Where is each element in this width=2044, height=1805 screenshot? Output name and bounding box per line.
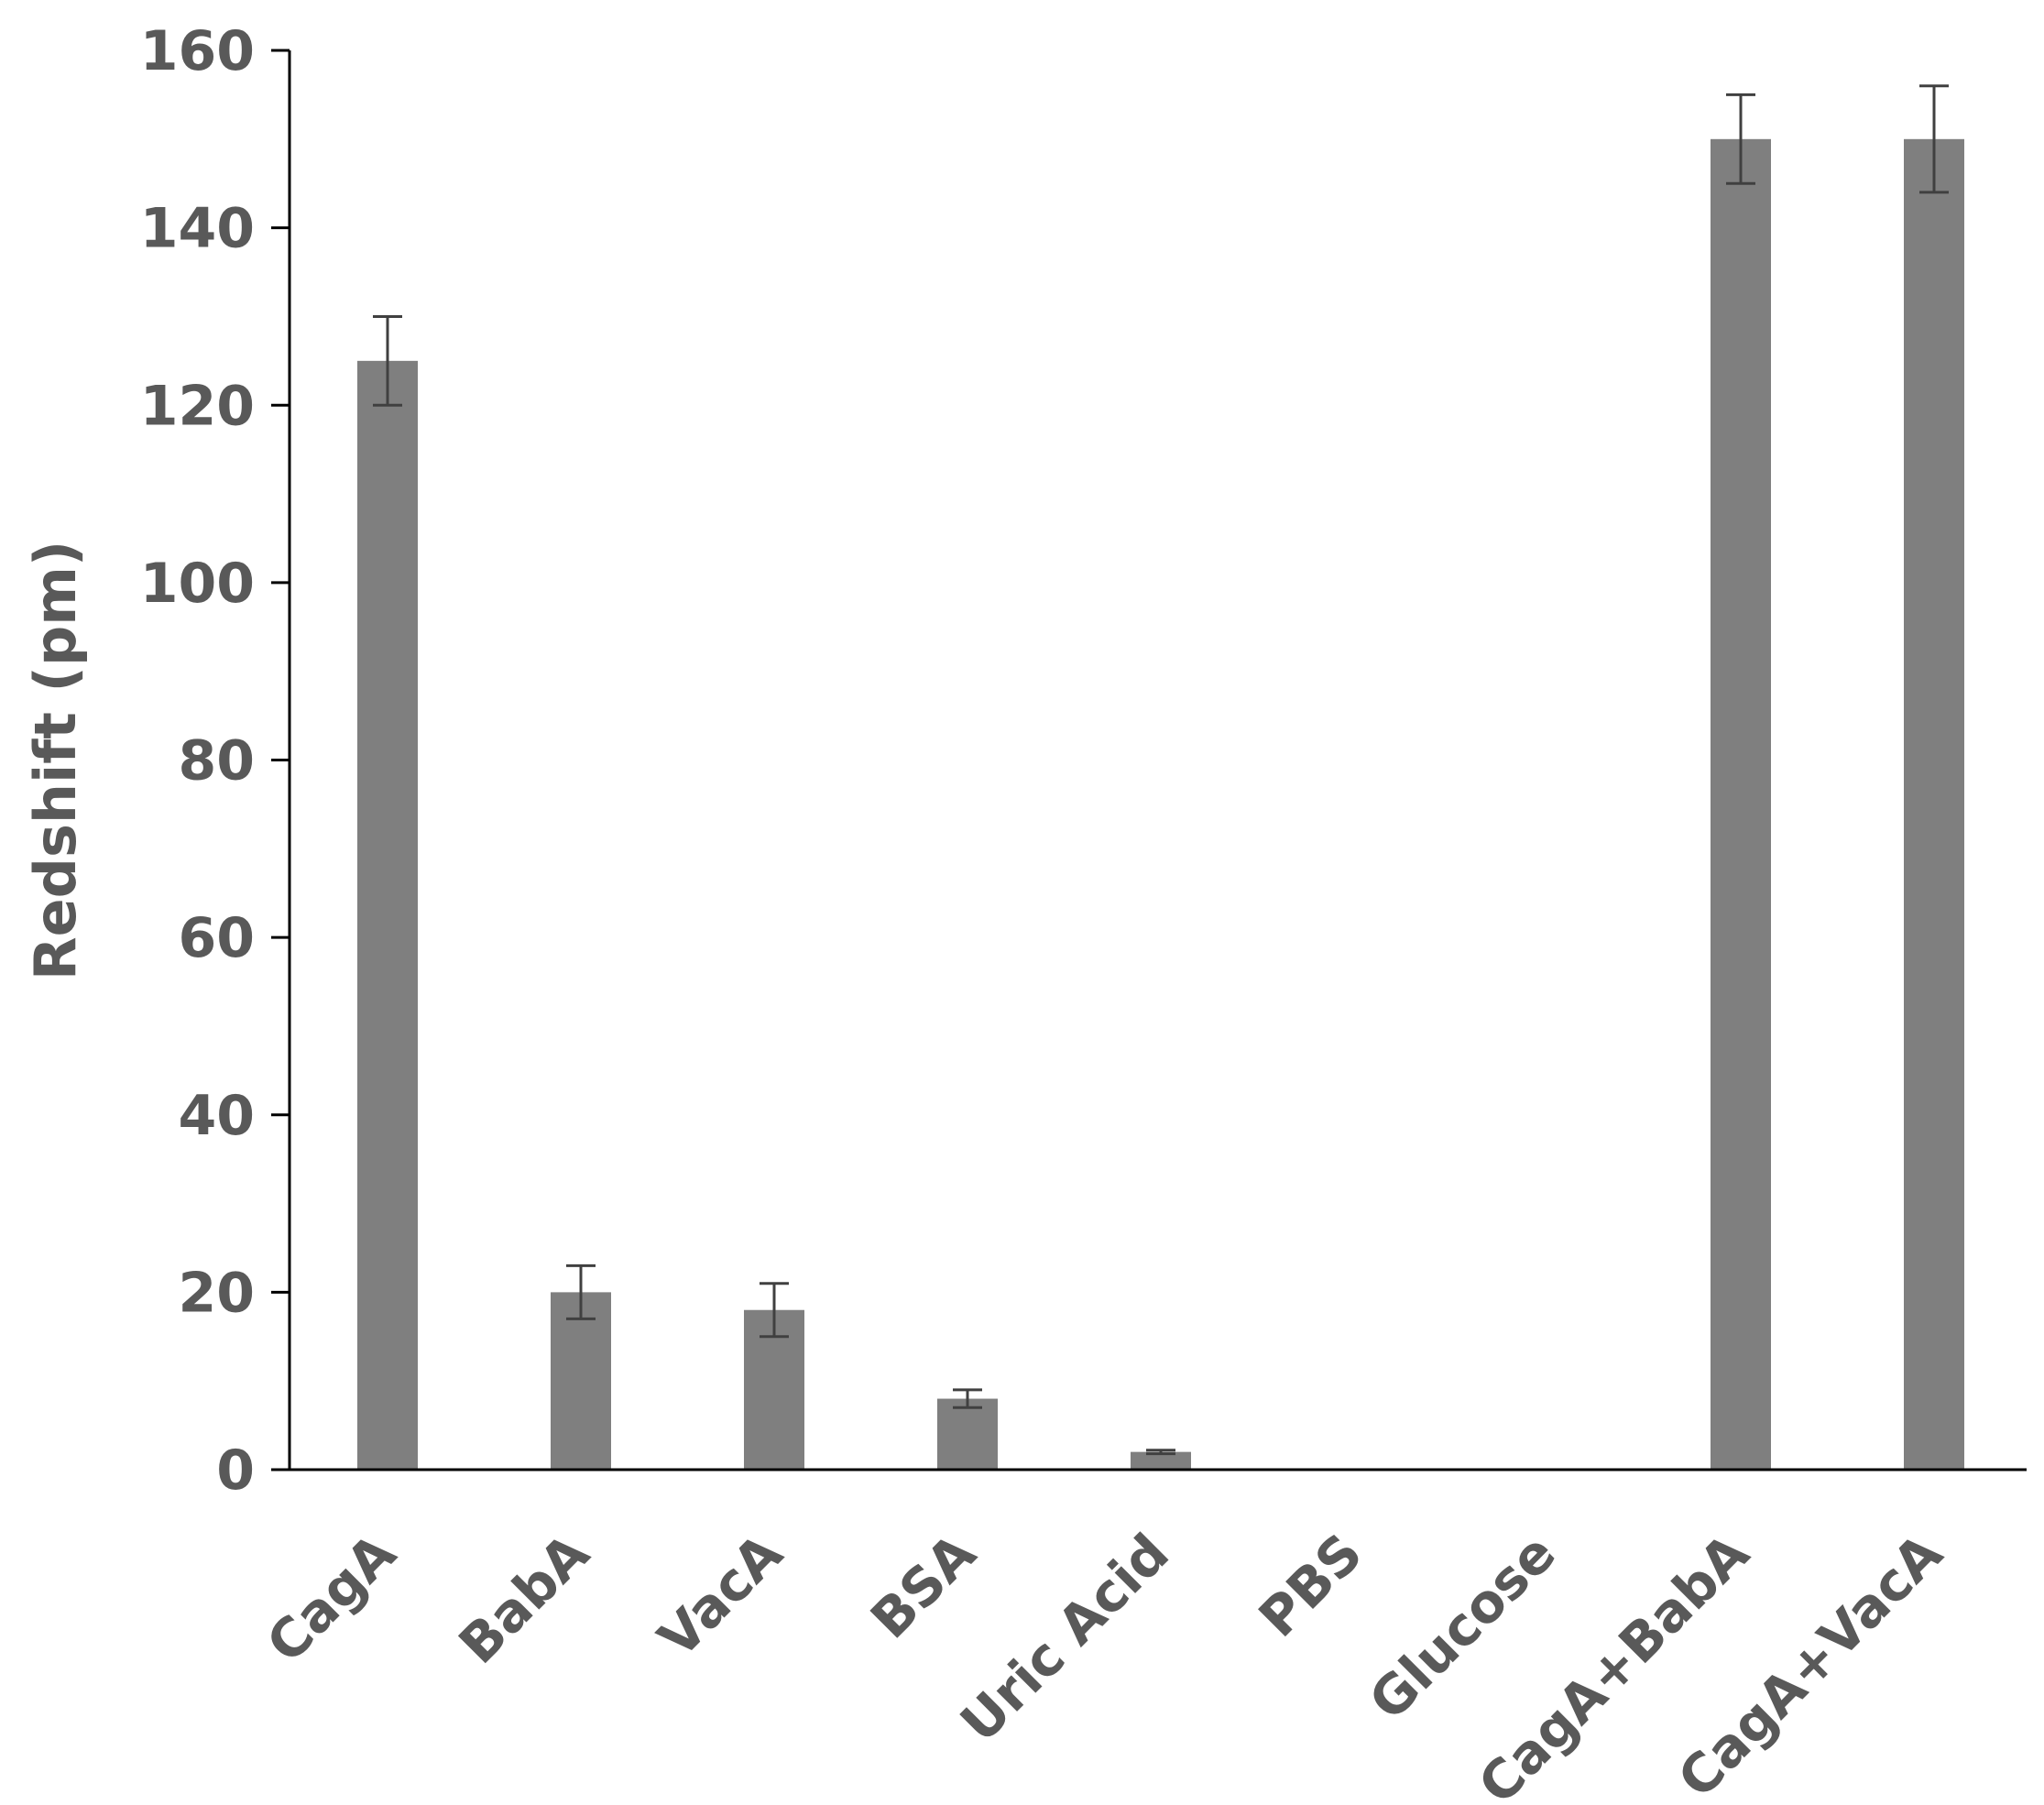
bar-caga-vaca bbox=[1904, 138, 1964, 1470]
x-tick-label-baba: BabA bbox=[447, 1522, 601, 1676]
error-bar-baba bbox=[566, 1264, 596, 1320]
y-tick-label-0: 0 bbox=[216, 1439, 255, 1503]
x-tick-label-caga: CagA bbox=[255, 1522, 408, 1675]
y-ticks-layer: 0 20 40 60 80 100 120 140 160 bbox=[140, 19, 290, 1503]
error-bar-vaca bbox=[760, 1282, 789, 1339]
x-tick-label-glucose: Glucose bbox=[1357, 1522, 1568, 1733]
bar-caga-baba bbox=[1711, 138, 1771, 1470]
error-bar-caga-vaca bbox=[1919, 84, 1949, 194]
y-tick-label-160: 160 bbox=[140, 19, 255, 83]
x-tick-label-pbs: PBS bbox=[1247, 1522, 1374, 1649]
x-tick-label-vaca: VacA bbox=[647, 1522, 794, 1669]
bar-caga bbox=[357, 360, 418, 1470]
error-bar-uric-acid bbox=[1146, 1449, 1175, 1456]
error-bars-layer bbox=[373, 84, 1949, 1456]
bars-layer bbox=[357, 138, 1964, 1470]
y-axis-title: Redshift (pm) bbox=[22, 541, 89, 980]
x-tick-label-uric-acid: Uric Acid bbox=[948, 1522, 1181, 1755]
y-tick-label-140: 140 bbox=[140, 197, 255, 261]
y-tick-label-120: 120 bbox=[140, 374, 255, 438]
bar-bsa bbox=[937, 1398, 998, 1470]
y-tick-label-20: 20 bbox=[179, 1261, 256, 1325]
x-tick-label-bsa: BSA bbox=[858, 1522, 988, 1651]
error-bar-caga bbox=[373, 314, 402, 407]
y-tick-label-60: 60 bbox=[179, 906, 256, 970]
error-bar-bsa bbox=[953, 1388, 982, 1409]
error-bar-caga-baba bbox=[1726, 93, 1755, 185]
y-tick-label-100: 100 bbox=[140, 552, 255, 616]
bar-baba bbox=[551, 1292, 611, 1470]
y-tick-label-80: 80 bbox=[179, 729, 256, 793]
bar-uric-acid bbox=[1131, 1451, 1191, 1470]
y-tick-label-40: 40 bbox=[179, 1084, 256, 1148]
